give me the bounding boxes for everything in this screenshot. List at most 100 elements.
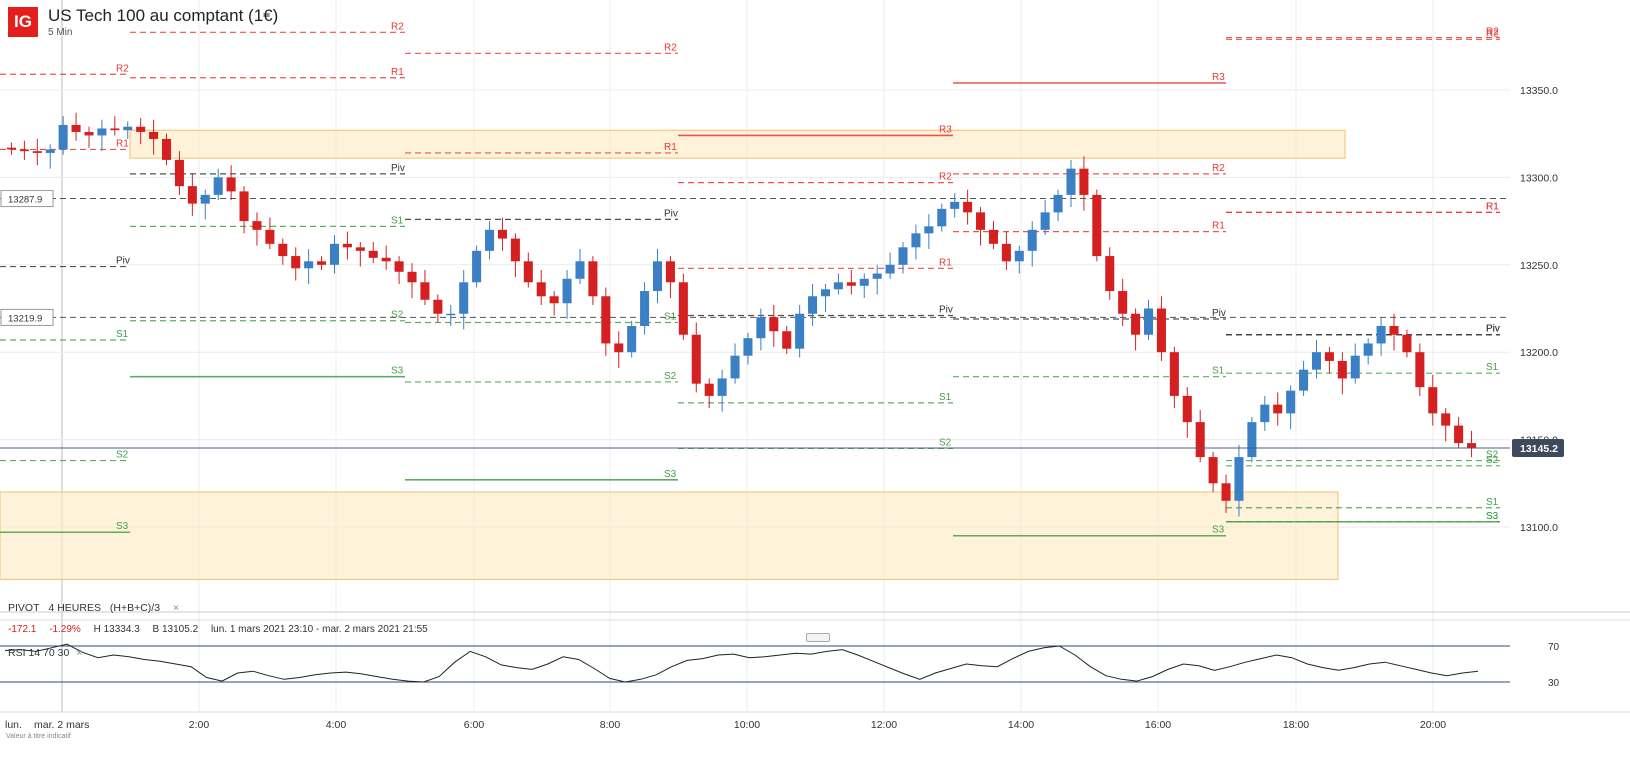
candle-body <box>71 124 81 132</box>
candle-body <box>1311 352 1322 370</box>
candle-body <box>1066 168 1076 195</box>
candle-body <box>1234 457 1244 501</box>
pivot-label-s1: S1 <box>116 329 129 340</box>
candle-body <box>652 261 663 292</box>
candle-body <box>820 289 831 297</box>
candle-body <box>510 238 520 262</box>
candle-body <box>174 159 184 187</box>
pivot-label-r3: R3 <box>1212 72 1225 83</box>
candle-body <box>407 271 417 283</box>
candle-body <box>187 186 197 204</box>
candle-body <box>1389 325 1399 335</box>
candle-body <box>149 131 159 139</box>
x-tick-label: 20:00 <box>1420 719 1446 731</box>
candle-body <box>459 282 469 314</box>
close-icon[interactable]: × <box>76 647 83 659</box>
candle-body <box>1337 360 1347 379</box>
session-high: H 13334.3 <box>93 624 140 635</box>
candle-body <box>963 201 973 213</box>
candle-body <box>627 325 637 353</box>
candle-body <box>381 257 391 262</box>
candle-body <box>1350 355 1360 379</box>
y-tick-label: 13350.0 <box>1520 85 1558 97</box>
y-tick-label: 13100.0 <box>1520 522 1558 534</box>
candle-body <box>317 261 327 265</box>
pivot-label-piv: Piv <box>939 304 953 315</box>
candle-body <box>1195 422 1205 458</box>
candle-body <box>665 261 675 283</box>
candle-body <box>1092 194 1102 257</box>
candle-body <box>924 226 934 234</box>
pivot-label-s3: S3 <box>1212 525 1225 536</box>
rsi-indicator-legend[interactable]: RSI 14 70 30 × <box>8 647 82 659</box>
date-range: lun. 1 mars 2021 23:10 - mar. 2 mars 202… <box>210 624 428 635</box>
close-icon[interactable]: × <box>172 602 180 614</box>
candle-body <box>368 250 378 258</box>
pivot-label-piv: Piv <box>1486 324 1500 335</box>
rsi-lower-level: 30 <box>57 647 70 659</box>
candle-body <box>1467 443 1477 449</box>
pivot-label-s3: S3 <box>1486 511 1499 522</box>
pivot-label-s1: S1 <box>391 215 404 226</box>
pivot-label-r1: R1 <box>1486 201 1499 212</box>
price-change: -172.1 <box>8 624 37 635</box>
x-tick-label: 14:00 <box>1008 719 1034 731</box>
pivot-label-s2: S2 <box>1486 450 1499 461</box>
candle-body <box>497 229 507 239</box>
y-tick-label: 13300.0 <box>1520 172 1558 184</box>
timeframe-label[interactable]: 5 Min <box>48 27 73 38</box>
pivot-label-piv: Piv <box>664 208 678 219</box>
candle-body <box>937 208 947 227</box>
pivot-label-r2: R2 <box>116 63 129 74</box>
candle-body <box>523 261 533 283</box>
candle-body <box>110 128 120 131</box>
candle-body <box>536 282 546 297</box>
candle-body <box>833 282 843 290</box>
pivot-label-s2: S2 <box>116 450 129 461</box>
supply-demand-zone <box>129 129 1346 159</box>
pivot-indicator-period: 4 HEURES <box>48 602 101 614</box>
pane-resize-handle[interactable] <box>806 633 830 642</box>
candle-body <box>988 229 998 244</box>
candle-body <box>291 256 301 269</box>
candle-body <box>691 334 701 384</box>
x-tick-label: 12:00 <box>871 719 897 731</box>
candle-body <box>1143 308 1154 335</box>
candle-body <box>433 299 443 314</box>
marked-price-label: 13219.9 <box>8 313 42 324</box>
candle-body <box>1247 422 1257 458</box>
candle-body <box>97 128 107 136</box>
candle-body <box>1131 313 1141 335</box>
candle-body <box>1273 404 1283 414</box>
y-tick-label: 13200.0 <box>1520 347 1558 359</box>
rsi-indicator-name: RSI <box>8 647 26 659</box>
candle-body <box>1208 457 1218 484</box>
candle-body <box>226 177 236 192</box>
pivot-label-r1: R1 <box>1486 201 1499 212</box>
candle-body <box>1156 308 1166 353</box>
candle-body <box>1221 483 1231 501</box>
price-tag-box <box>0 190 54 208</box>
candle-body <box>743 338 753 356</box>
candle-body <box>32 151 42 153</box>
candle-body <box>562 278 572 304</box>
candle-body <box>717 378 727 396</box>
x-tick-label: lun. <box>5 719 22 731</box>
pivot-label-s2: S2 <box>391 310 404 321</box>
pivot-indicator-legend[interactable]: PIVOT 4 HEURES (H+B+C)/3 × <box>8 602 185 614</box>
candle-body <box>58 124 68 150</box>
candle-body <box>614 343 624 353</box>
candle-body <box>795 313 805 349</box>
candle-body <box>885 264 895 274</box>
x-tick-label: 16:00 <box>1145 719 1171 731</box>
candle-body <box>485 229 495 251</box>
candle-body <box>1105 256 1115 292</box>
pivot-label-r2: R2 <box>664 42 677 53</box>
candle-body <box>1169 352 1179 396</box>
pivot-label-piv: Piv <box>116 256 130 267</box>
x-tick-label: 10:00 <box>734 719 760 731</box>
candle-body <box>213 177 223 195</box>
pivot-label-r2: R2 <box>1486 27 1499 38</box>
pivot-label-s2: S2 <box>1486 455 1499 466</box>
